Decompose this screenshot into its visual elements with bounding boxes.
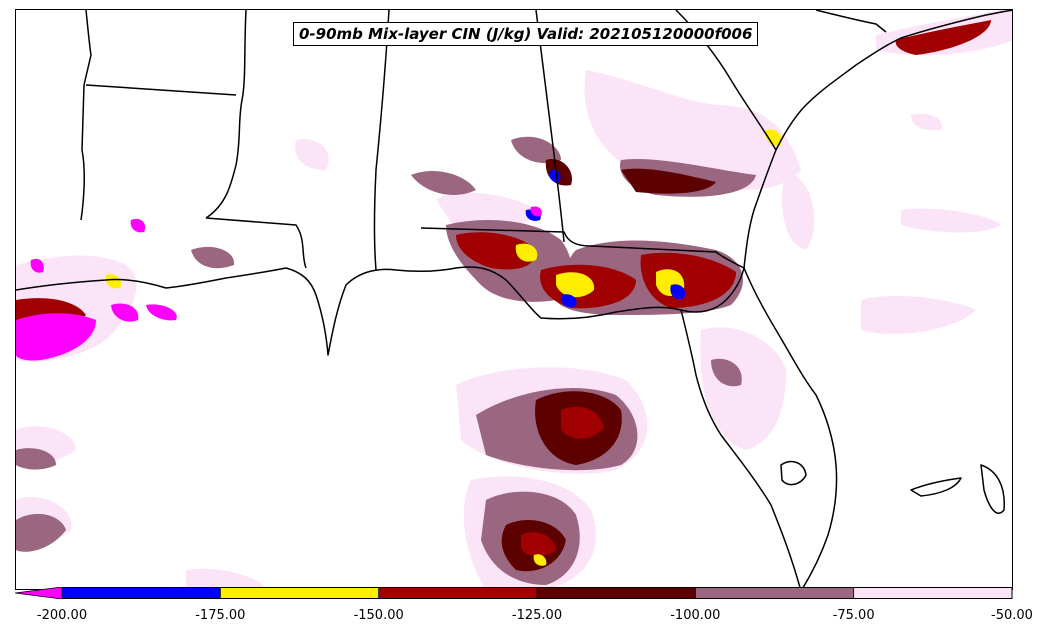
colorbar-tick-label: -75.00	[832, 608, 875, 623]
map-boundaries	[16, 10, 1012, 589]
cin-mauve-fill	[16, 136, 756, 585]
colorbar-bin	[537, 587, 696, 599]
state-border-al-ga	[535, 10, 565, 243]
coastline-atlantic	[743, 10, 1012, 269]
colorbar-tick-label: -100.00	[670, 608, 721, 623]
colorbar-bin	[62, 587, 221, 599]
colorbar-bin	[853, 587, 1012, 599]
state-border-ms-al	[373, 10, 390, 271]
state-border-tx-la	[80, 10, 92, 221]
island-bahamas	[910, 477, 962, 497]
state-border-ar-la	[85, 84, 237, 96]
colorbar-bin	[378, 587, 537, 599]
colorbar-tick-label: -50.00	[991, 608, 1033, 623]
coastline-gulf	[16, 266, 838, 589]
colorbar-bin	[220, 587, 379, 599]
cin-map	[16, 10, 1012, 589]
island-lake-okeechobee	[780, 460, 807, 486]
cin-magenta-fill	[16, 206, 542, 361]
state-border-al-fl	[420, 227, 745, 269]
state-border-ms-la-south	[205, 217, 307, 269]
coastline-florida-west	[680, 309, 802, 589]
island-andros	[980, 464, 1005, 514]
colorbar-tick-label: -200.00	[36, 608, 88, 623]
map-panel: 0-90mb Mix-layer CIN (J/kg) Valid: 20210…	[15, 9, 1013, 590]
colorbar-bins	[62, 587, 1012, 599]
colorbar	[15, 587, 1013, 599]
cin-yellow-fill	[105, 129, 782, 566]
colorbar-bin	[695, 587, 854, 599]
colorbar-tick-label: -125.00	[511, 608, 563, 623]
colorbar-tick-label: -175.00	[195, 608, 246, 623]
colorbar-tick-label: -150.00	[353, 608, 404, 623]
state-border-nc-sc	[815, 10, 887, 33]
state-border-la-ms	[205, 10, 247, 219]
colorbar-under-arrow	[15, 587, 63, 599]
map-title: 0-90mb Mix-layer CIN (J/kg) Valid: 20210…	[293, 22, 759, 46]
